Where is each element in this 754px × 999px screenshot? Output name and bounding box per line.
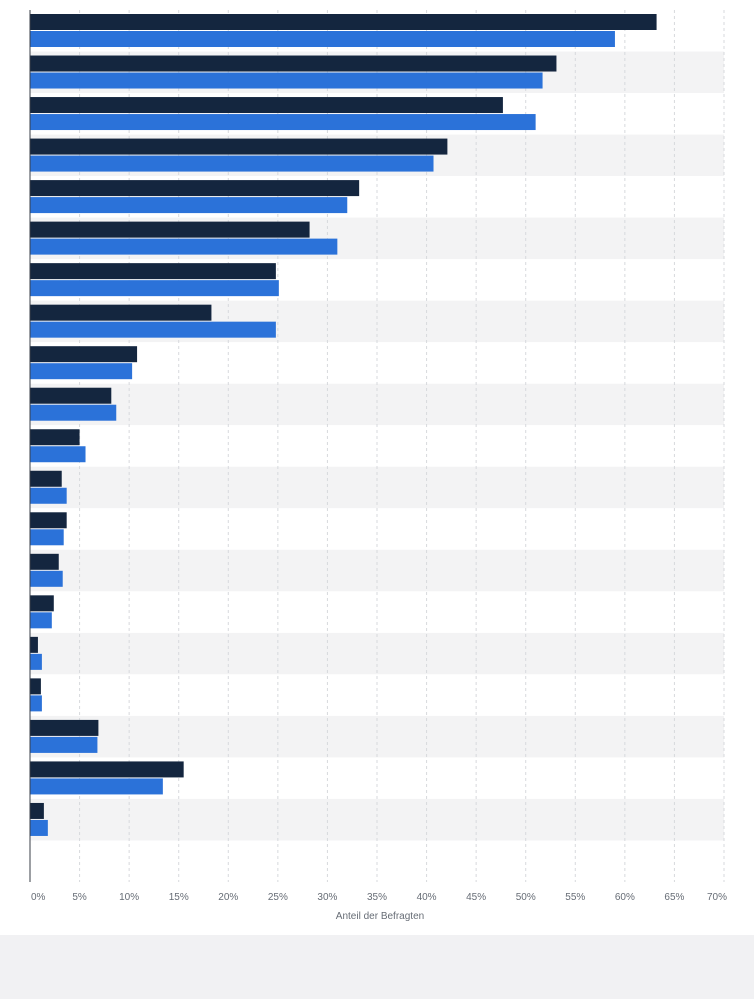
- bar-series-1: [30, 387, 112, 404]
- bar-series-2: [30, 363, 133, 380]
- bar-series-2: [30, 238, 338, 255]
- bar-series-1: [30, 97, 503, 114]
- x-axis-title: Anteil der Befragten: [336, 911, 424, 922]
- x-tick-label: 45%: [466, 892, 486, 903]
- bar-series-2: [30, 612, 52, 629]
- bar-series-1: [30, 304, 212, 321]
- bar-series-2: [30, 446, 86, 463]
- x-tick-label: 5%: [72, 892, 87, 903]
- bar-series-1: [30, 678, 41, 695]
- bar-series-1: [30, 429, 80, 446]
- bar-series-1: [30, 180, 360, 197]
- x-tick-label: 30%: [317, 892, 337, 903]
- x-tick-label: 35%: [367, 892, 387, 903]
- bar-series-1: [30, 221, 310, 238]
- bar-series-1: [30, 346, 138, 363]
- bar-series-1: [30, 595, 54, 612]
- bar-series-2: [30, 570, 63, 587]
- bar-series-1: [30, 719, 99, 736]
- x-tick-label: 60%: [615, 892, 635, 903]
- x-tick-label: 0%: [31, 892, 46, 903]
- bar-series-2: [30, 487, 67, 504]
- bar-series-2: [30, 695, 42, 712]
- bar-series-1: [30, 138, 448, 155]
- bar-series-1: [30, 761, 184, 778]
- bar-series-2: [30, 197, 348, 214]
- x-tick-label: 20%: [218, 892, 238, 903]
- bar-series-2: [30, 321, 276, 338]
- bar-series-1: [30, 512, 67, 529]
- x-tick-label: 25%: [268, 892, 288, 903]
- bar-series-1: [30, 802, 44, 819]
- bar-series-1: [30, 470, 62, 487]
- bar-series-2: [30, 114, 536, 131]
- x-tick-label: 15%: [169, 892, 189, 903]
- bar-series-1: [30, 553, 59, 570]
- x-tick-label: 65%: [664, 892, 684, 903]
- bar-series-2: [30, 778, 163, 795]
- bar-series-2: [30, 31, 615, 47]
- bar-chart: 0% 5% 10% 15% 20% 25% 30% 35% 40% 45% 50% 55% 60% 65%…: [29, 10, 727, 922]
- bar-series-2: [30, 529, 64, 546]
- bar-series-1: [30, 14, 657, 30]
- x-tick-label: 50%: [516, 892, 536, 903]
- bar-series-1: [30, 636, 38, 653]
- bar-series-2: [30, 736, 98, 753]
- bar-series-2: [30, 819, 48, 836]
- x-tick-label: 55%: [565, 892, 585, 903]
- x-tick-label: 10%: [119, 892, 139, 903]
- chart-area: 0% 5% 10% 15% 20% 25% 30% 35% 40% 45% 50% 55% 60% 65%…: [0, 0, 754, 935]
- bar-series-2: [30, 72, 543, 89]
- bar-series-2: [30, 155, 434, 172]
- x-tick-label: 70%: [707, 892, 727, 903]
- bar-series-1: [30, 55, 557, 72]
- x-tick-label: 40%: [417, 892, 437, 903]
- bar-series-2: [30, 404, 117, 421]
- bar-series-1: [30, 263, 276, 280]
- bar-series-2: [30, 280, 279, 297]
- bar-series-2: [30, 653, 42, 670]
